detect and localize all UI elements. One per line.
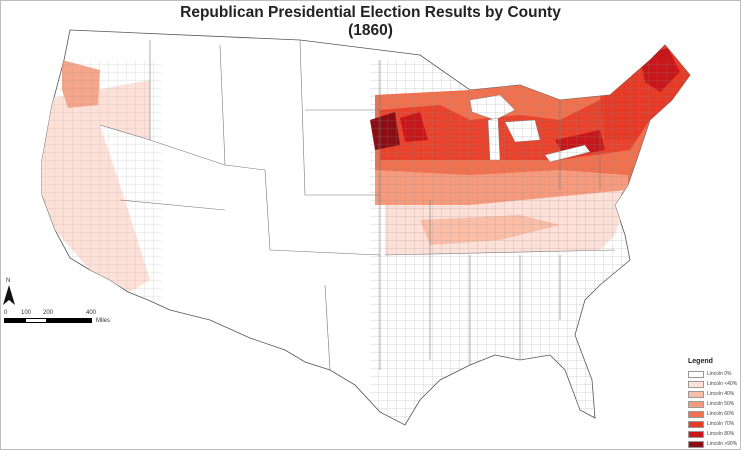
legend-swatch xyxy=(688,441,704,448)
north-arrow: N xyxy=(2,278,16,308)
north-label: N xyxy=(6,278,11,284)
legend-item: Lincoln 80% xyxy=(688,430,740,439)
legend-label: Lincoln 50% xyxy=(707,401,735,407)
legend-label: Lincoln 70% xyxy=(707,421,735,427)
legend-swatch xyxy=(688,391,704,398)
legend-label: Lincoln <40% xyxy=(707,381,738,387)
scale-segment-3 xyxy=(46,318,92,323)
scale-label-0: 0 xyxy=(4,310,8,316)
scale-segment-2 xyxy=(25,318,47,323)
legend-title: Legend xyxy=(688,358,713,365)
scale-label-100: 100 xyxy=(21,310,32,316)
legend-label: Lincoln 40% xyxy=(707,391,735,397)
legend-label: Lincoln 60% xyxy=(707,411,735,417)
legend-item: Lincoln 70% xyxy=(688,420,740,429)
legend: Legend Lincoln 0% Lincoln <40% Lincoln 4… xyxy=(686,358,740,448)
legend-item: Lincoln 0% xyxy=(688,370,740,379)
legend-swatch xyxy=(688,371,704,378)
legend-label: Lincoln >90% xyxy=(707,441,738,447)
legend-swatch xyxy=(688,381,704,388)
map-subtitle: (1860) xyxy=(348,22,393,39)
state-boundaries xyxy=(99,39,616,371)
scale-segment-1 xyxy=(4,318,26,323)
scale-units: Miles xyxy=(96,318,111,324)
scale-label-200: 200 xyxy=(43,310,54,316)
legend-swatch xyxy=(688,421,704,428)
legend-swatch xyxy=(688,411,704,418)
legend-swatch xyxy=(688,431,704,438)
scale-label-400: 400 xyxy=(86,310,97,316)
scale-bar: 0 100 200 400 Miles xyxy=(4,310,114,328)
legend-label: Lincoln 0% xyxy=(707,371,732,377)
legend-item: Lincoln 50% xyxy=(688,400,740,409)
legend-item: Lincoln 60% xyxy=(688,410,740,419)
map-title: Republican Presidential Election Results… xyxy=(180,4,561,21)
legend-label: Lincoln 80% xyxy=(707,431,735,437)
north-arrow-icon xyxy=(3,285,15,305)
legend-item: Lincoln <40% xyxy=(688,380,740,389)
legend-item: Lincoln 40% xyxy=(688,390,740,399)
legend-swatch xyxy=(688,401,704,408)
legend-item: Lincoln >90% xyxy=(688,440,740,449)
